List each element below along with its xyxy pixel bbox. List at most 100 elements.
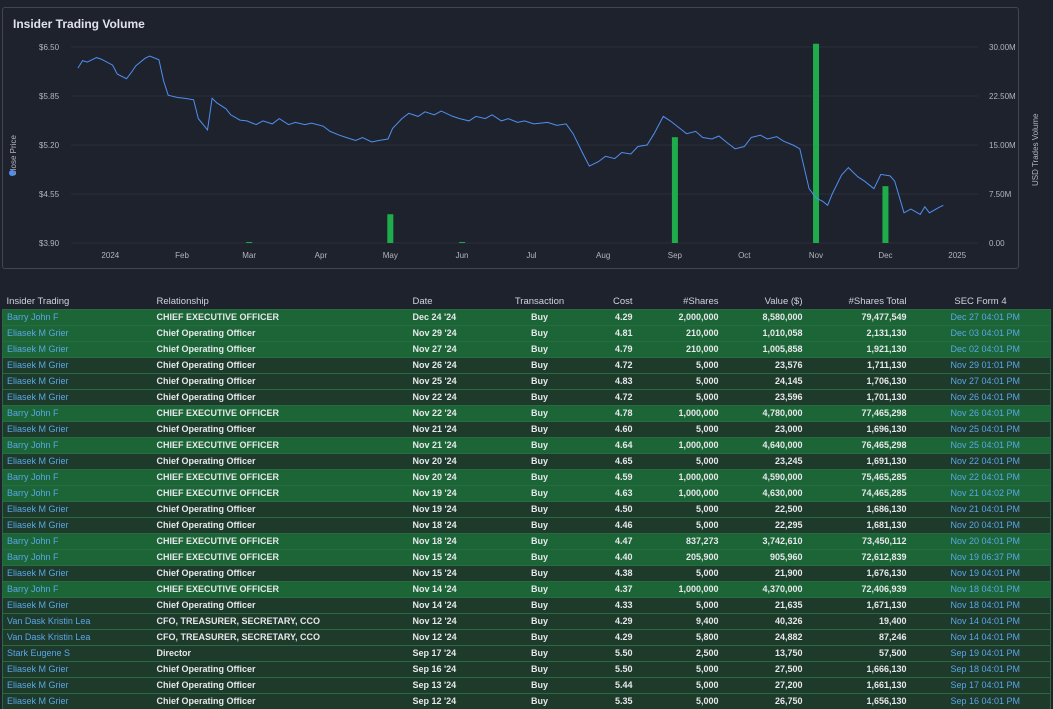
insider-name-link[interactable]: Eliasek M Grier xyxy=(2,388,153,405)
insider-name-link[interactable]: Barry John F xyxy=(2,484,153,501)
sec-form4-link[interactable]: Dec 27 04:01 PM xyxy=(910,308,1051,325)
value-cell: 22,295 xyxy=(722,516,807,533)
shares-total-cell: 74,465,285 xyxy=(806,484,911,501)
sec-form4-link[interactable]: Nov 22 04:01 PM xyxy=(910,468,1051,485)
insider-name-link[interactable]: Eliasek M Grier xyxy=(2,324,153,341)
shares-cell: 1,000,000 xyxy=(636,580,723,597)
col-header-transaction[interactable]: Transaction xyxy=(514,295,565,307)
insider-name-link[interactable]: Eliasek M Grier xyxy=(2,596,153,613)
insider-name-link[interactable]: Eliasek M Grier xyxy=(2,372,153,389)
shares-cell: 5,000 xyxy=(636,596,723,613)
sec-form4-link[interactable]: Nov 27 04:01 PM xyxy=(910,372,1051,389)
insider-name-link[interactable]: Eliasek M Grier xyxy=(2,692,153,709)
date-cell: Nov 15 '24 xyxy=(408,548,499,565)
col-header-shares-total[interactable]: #Shares Total xyxy=(848,295,907,307)
sec-form4-link[interactable]: Nov 19 04:01 PM xyxy=(910,564,1051,581)
sec-form4-link[interactable]: Sep 18 04:01 PM xyxy=(910,660,1051,677)
shares-cell: 5,800 xyxy=(636,628,723,645)
value-cell: 23,576 xyxy=(722,356,807,373)
value-cell: 8,580,000 xyxy=(722,308,807,325)
sec-form4-link[interactable]: Nov 21 04:02 PM xyxy=(910,484,1051,501)
insider-name-link[interactable]: Eliasek M Grier xyxy=(2,420,153,437)
col-header-shares[interactable]: #Shares xyxy=(683,295,719,307)
sec-form4-link[interactable]: Nov 18 04:01 PM xyxy=(910,596,1051,613)
sec-form4-link[interactable]: Sep 17 04:01 PM xyxy=(910,676,1051,693)
insider-name-link[interactable]: Barry John F xyxy=(2,468,153,485)
table-row: Barry John F CHIEF EXECUTIVE OFFICER Nov 2… xyxy=(2,468,1051,485)
insider-name-link[interactable]: Eliasek M Grier xyxy=(2,516,153,533)
sec-form4-link[interactable]: Nov 26 04:01 PM xyxy=(910,404,1051,421)
sec-form4-link[interactable]: Nov 29 01:01 PM xyxy=(910,356,1051,373)
sec-form4-link[interactable]: Nov 14 04:01 PM xyxy=(910,612,1051,629)
insider-name-link[interactable]: Barry John F xyxy=(2,308,153,325)
insider-name-link[interactable]: Barry John F xyxy=(2,404,153,421)
insider-name-link[interactable]: Eliasek M Grier xyxy=(2,676,153,693)
x-tick-label: Mar xyxy=(242,251,256,260)
insider-name-link[interactable]: Stark Eugene S xyxy=(2,644,153,661)
insider-name-link[interactable]: Eliasek M Grier xyxy=(2,500,153,517)
date-cell: Nov 14 '24 xyxy=(408,580,499,597)
shares-total-cell: 72,406,939 xyxy=(806,580,911,597)
sec-form4-link[interactable]: Nov 22 04:01 PM xyxy=(910,452,1051,469)
shares-total-cell: 1,671,130 xyxy=(806,596,911,613)
volume-bar xyxy=(246,242,253,244)
relationship-cell: CHIEF EXECUTIVE OFFICER xyxy=(152,484,409,501)
shares-cell: 5,000 xyxy=(636,676,723,693)
relationship-cell: Chief Operating Officer xyxy=(152,372,409,389)
sec-form4-link[interactable]: Dec 02 04:01 PM xyxy=(910,340,1051,357)
date-cell: Nov 14 '24 xyxy=(408,596,499,613)
col-header-sec-form4[interactable]: SEC Form 4 xyxy=(954,295,1007,307)
cost-cell: 4.29 xyxy=(580,308,637,325)
sec-form4-link[interactable]: Sep 16 04:01 PM xyxy=(910,692,1051,709)
shares-cell: 210,000 xyxy=(636,340,723,357)
value-cell: 4,780,000 xyxy=(722,404,807,421)
sec-form4-link[interactable]: Sep 19 04:01 PM xyxy=(910,644,1051,661)
sec-form4-link[interactable]: Nov 19 06:37 PM xyxy=(910,548,1051,565)
sec-form4-link[interactable]: Nov 21 04:01 PM xyxy=(910,500,1051,517)
relationship-cell: Chief Operating Officer xyxy=(152,340,409,357)
shares-cell: 1,000,000 xyxy=(636,468,723,485)
chart-title: Insider Trading Volume xyxy=(13,17,145,31)
col-header-insider[interactable]: Insider Trading xyxy=(6,295,70,307)
shares-total-cell: 2,131,130 xyxy=(806,324,911,341)
insider-name-link[interactable]: Barry John F xyxy=(2,548,153,565)
insider-name-link[interactable]: Eliasek M Grier xyxy=(2,564,153,581)
insider-name-link[interactable]: Barry John F xyxy=(2,580,153,597)
relationship-cell: Chief Operating Officer xyxy=(152,596,409,613)
insider-name-link[interactable]: Eliasek M Grier xyxy=(2,660,153,677)
transaction-cell: Buy xyxy=(498,500,581,517)
sec-form4-link[interactable]: Nov 14 04:01 PM xyxy=(910,628,1051,645)
sec-form4-link[interactable]: Nov 25 04:01 PM xyxy=(910,436,1051,453)
table-row: Eliasek M Grier Chief Operating Officer No… xyxy=(2,564,1051,581)
transaction-cell: Buy xyxy=(498,564,581,581)
value-cell: 1,005,858 xyxy=(722,340,807,357)
y-tick-label-left: $3.90 xyxy=(39,239,60,248)
shares-total-cell: 75,465,285 xyxy=(806,468,911,485)
insider-name-link[interactable]: Van Dask Kristin Lea xyxy=(2,612,153,629)
sec-form4-link[interactable]: Dec 03 04:01 PM xyxy=(910,324,1051,341)
col-header-cost[interactable]: Cost xyxy=(612,295,633,307)
relationship-cell: CHIEF EXECUTIVE OFFICER xyxy=(152,548,409,565)
insider-name-link[interactable]: Barry John F xyxy=(2,436,153,453)
relationship-cell: Chief Operating Officer xyxy=(152,516,409,533)
insider-name-link[interactable]: Van Dask Kristin Lea xyxy=(2,628,153,645)
volume-bar xyxy=(459,242,466,244)
sec-form4-link[interactable]: Nov 20 04:01 PM xyxy=(910,532,1051,549)
shares-total-cell: 87,246 xyxy=(806,628,911,645)
cost-cell: 4.47 xyxy=(580,532,637,549)
sec-form4-link[interactable]: Nov 20 04:01 PM xyxy=(910,516,1051,533)
insider-name-link[interactable]: Eliasek M Grier xyxy=(2,356,153,373)
insider-name-link[interactable]: Barry John F xyxy=(2,532,153,549)
date-cell: Sep 13 '24 xyxy=(408,676,499,693)
col-header-date[interactable]: Date xyxy=(412,295,433,307)
col-header-value[interactable]: Value ($) xyxy=(764,295,803,307)
sec-form4-link[interactable]: Nov 18 04:01 PM xyxy=(910,580,1051,597)
col-header-relationship[interactable]: Relationship xyxy=(156,295,209,307)
insider-name-link[interactable]: Eliasek M Grier xyxy=(2,340,153,357)
table-row: Stark Eugene S Director Sep 17 '24 Buy 5.50 2… xyxy=(2,644,1051,661)
sec-form4-link[interactable]: Nov 25 04:01 PM xyxy=(910,420,1051,437)
shares-total-cell: 79,477,549 xyxy=(806,308,911,325)
sec-form4-link[interactable]: Nov 26 04:01 PM xyxy=(910,388,1051,405)
table-row: Van Dask Kristin Lea CFO, TREASURER, SECR… xyxy=(2,628,1051,645)
insider-name-link[interactable]: Eliasek M Grier xyxy=(2,452,153,469)
